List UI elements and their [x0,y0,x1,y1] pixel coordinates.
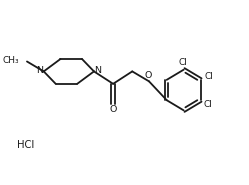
Text: O: O [109,105,117,114]
Text: N: N [36,66,43,75]
Text: N: N [95,66,102,75]
Text: HCl: HCl [17,140,35,150]
Text: CH₃: CH₃ [3,56,19,65]
Text: Cl: Cl [204,100,213,109]
Text: Cl: Cl [178,58,187,67]
Text: Cl: Cl [205,72,213,81]
Text: O: O [144,71,151,80]
